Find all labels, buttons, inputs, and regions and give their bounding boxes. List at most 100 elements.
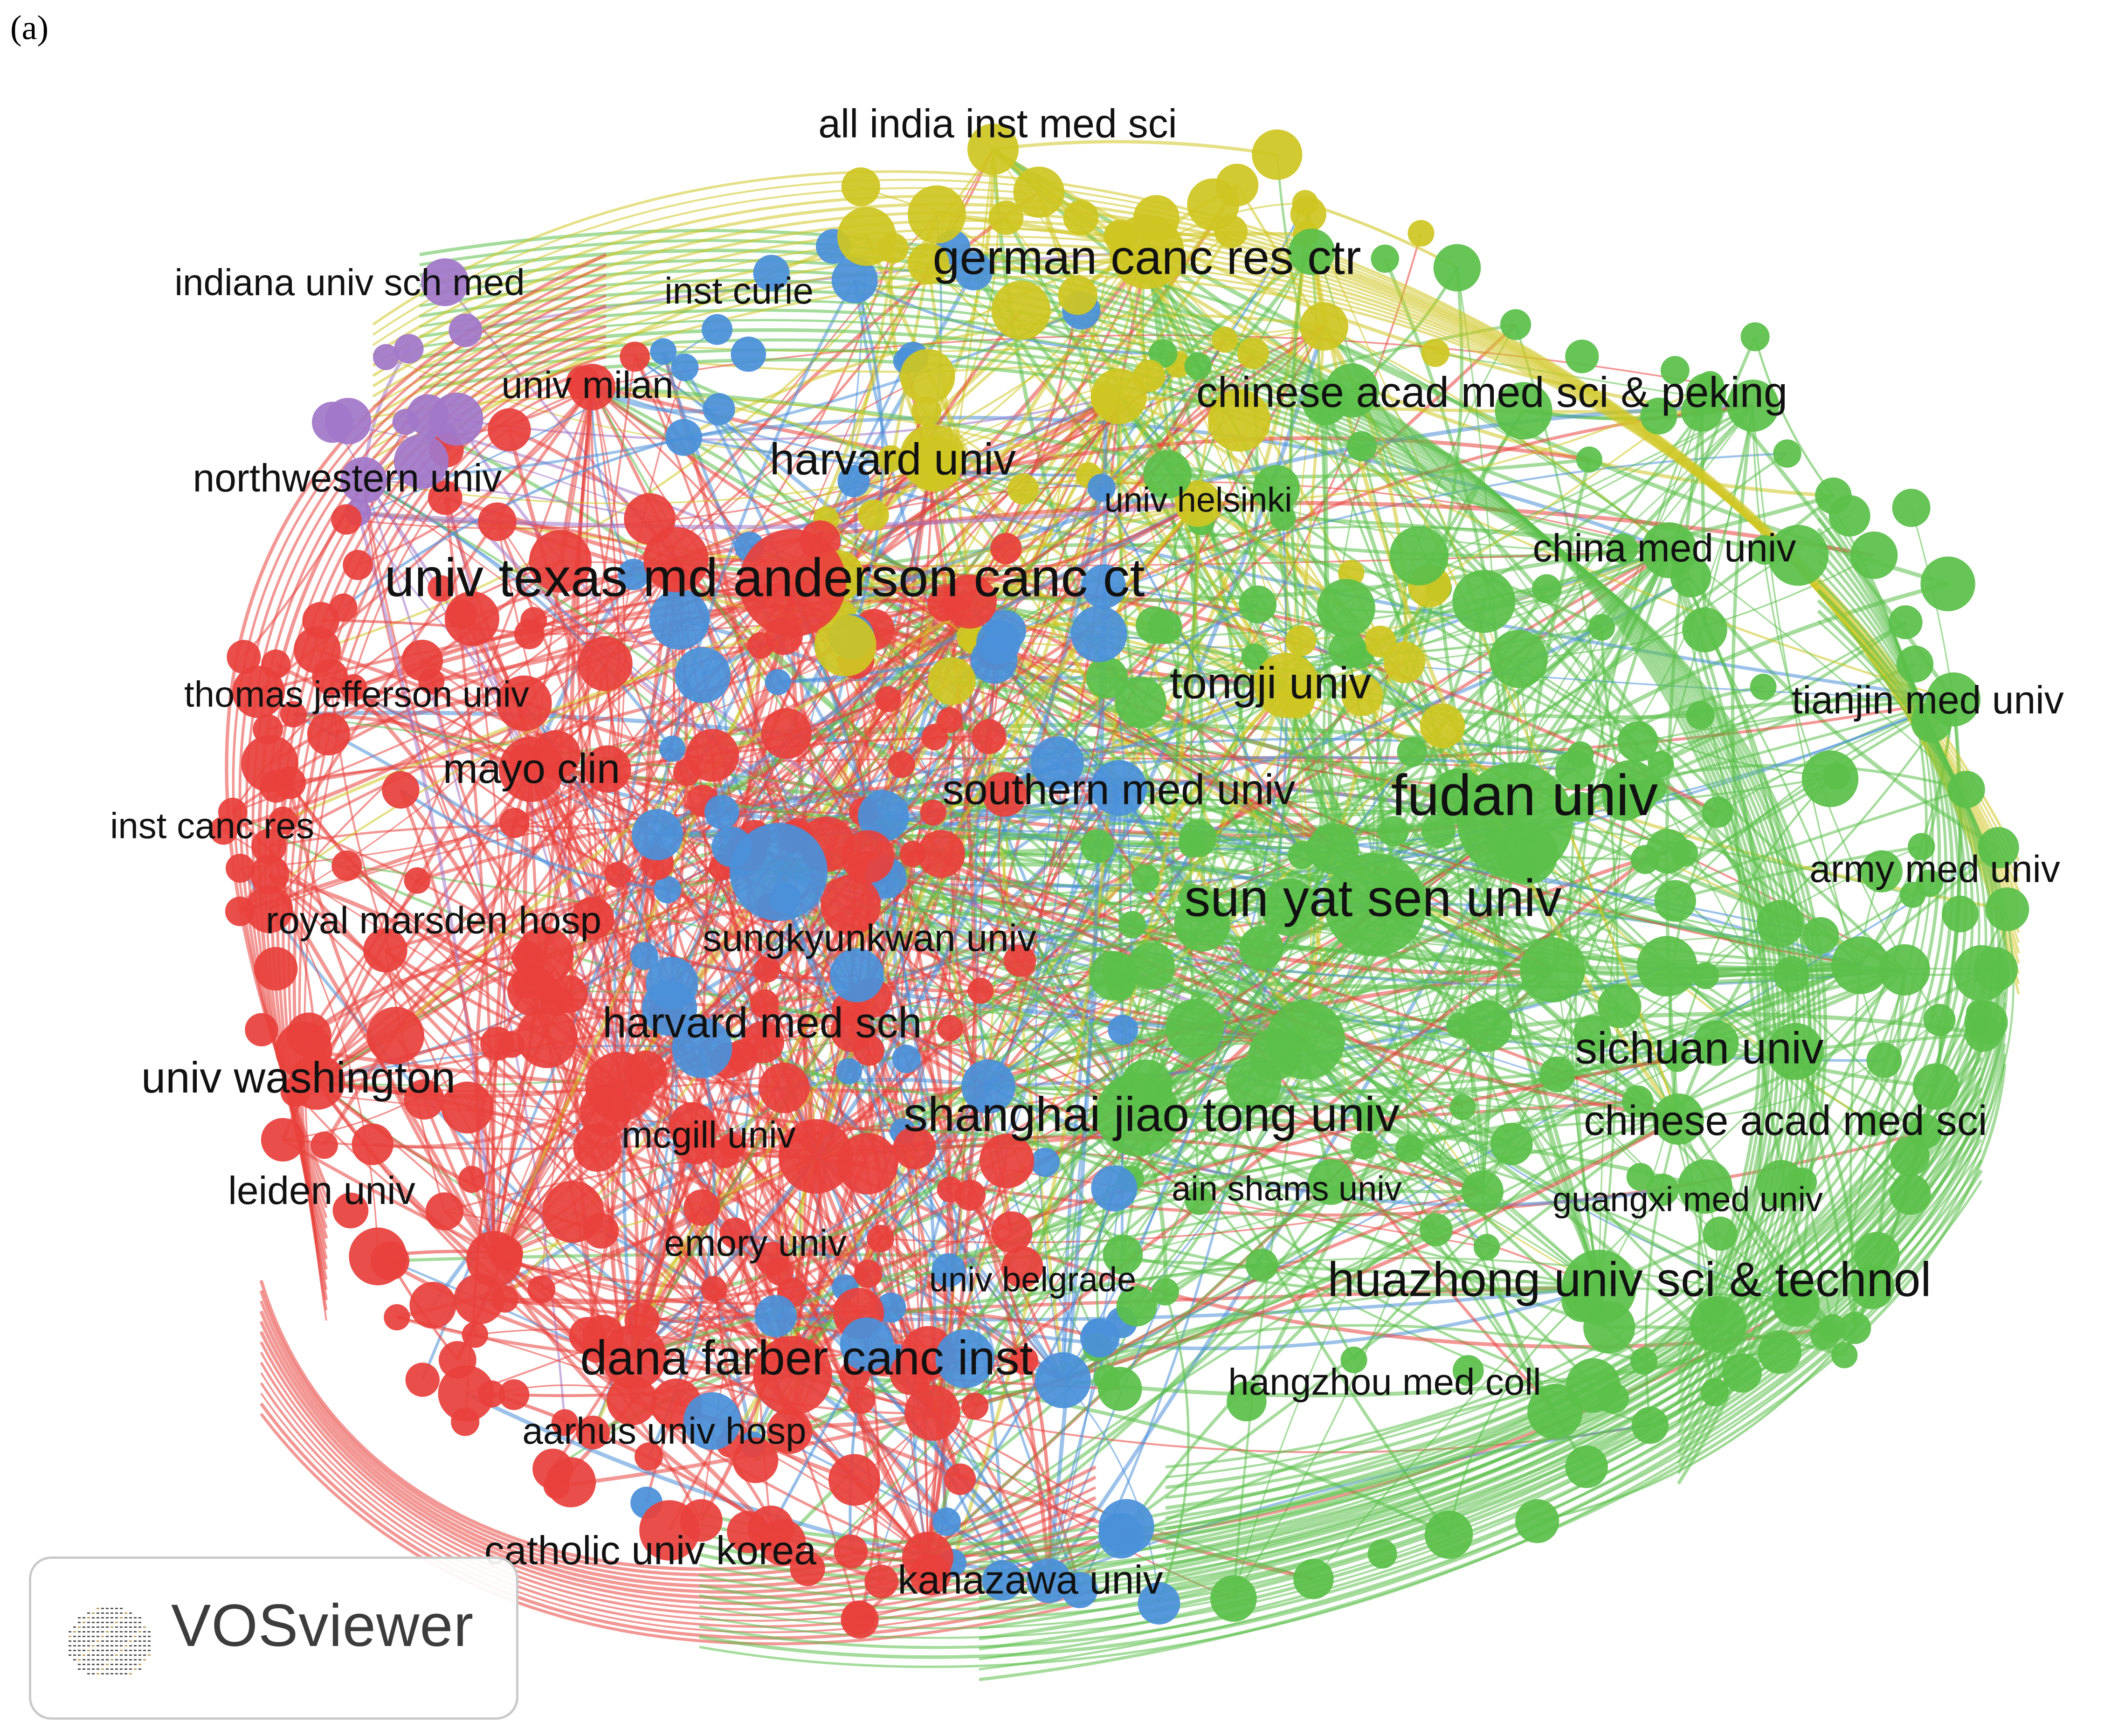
logo-dot [83,1617,85,1618]
logo-dot [87,1636,90,1637]
logo-dot [134,1664,137,1665]
network-node-green-213 [1750,673,1777,700]
network-node-green-289 [1453,1355,1484,1386]
network-edge-1328 [699,1067,1982,1563]
logo-dot [124,1617,127,1618]
logo-dot [92,1617,95,1618]
logo-dot [69,1645,71,1646]
logo-dot [101,1608,104,1609]
network-node-blue-405 [765,669,791,695]
network-edge-1186 [607,768,768,970]
logo-dot [120,1645,123,1646]
logo-dot [134,1640,137,1642]
logo-dot [78,1631,81,1632]
network-edge-425 [386,356,933,459]
network-edge-718 [656,834,860,1314]
network-node-red-75 [841,830,895,883]
network-node-red-514 [245,885,293,933]
logo-dot [110,1668,113,1670]
logo-dot [92,1650,95,1651]
network-node-green-548 [1978,827,2019,869]
network-edge-1013 [393,1034,497,1259]
node-label-univ-washington: univ washington [141,1053,455,1102]
network-node-green-308 [1648,751,1674,777]
network-edge-1161 [1700,411,1707,630]
network-node-green-222 [1964,1001,2008,1044]
network-node-green-234 [1261,878,1318,936]
logo-dot [148,1631,151,1632]
logo-dot [106,1617,109,1618]
network-node-yellow-452 [877,445,904,472]
logo-dot [129,1664,132,1665]
network-node-green-354 [1916,869,1943,897]
network-edge-1047 [703,799,1334,851]
network-node-green-547 [1947,770,1985,809]
network-node-red-161 [961,1392,989,1420]
logo-dot [78,1659,81,1660]
network-node-red-523 [488,408,531,451]
network-node-red-78 [841,1601,879,1639]
network-node-red-183 [462,1321,489,1348]
logo-dot [106,1626,109,1628]
logo-dot [97,1636,99,1637]
network-node-blue-374 [1098,1499,1154,1555]
network-node-green-545 [1896,645,1934,683]
network-node-green-3 [1324,853,1427,956]
logo-dot [78,1664,81,1665]
network-node-yellow-13 [967,124,1019,175]
logo-dot [73,1636,76,1637]
network-node-yellow-531 [1063,200,1099,235]
network-edge-1078 [1100,487,1303,856]
network-node-red-28 [643,527,709,592]
network-node-yellow-427 [1290,196,1326,232]
logo-dot [101,1626,104,1628]
network-node-green-490 [1565,1445,1608,1488]
network-node-yellow-440 [1187,178,1240,231]
logo-dot [73,1659,76,1660]
network-edge-1294 [260,1382,1096,1628]
network-edge-1225 [1537,1327,1856,1522]
node-label-tianjin-med-univ: tianjin med univ [1792,678,2064,722]
network-node-green-15 [1641,522,1697,578]
logo-dot [101,1650,104,1651]
network-node-green-345 [1773,956,1810,993]
logo-dot [106,1640,109,1642]
network-node-red-132 [517,1007,578,1068]
network-node-red-205 [686,729,739,782]
network-node-red-59 [967,977,994,1004]
network-node-red-50 [944,1463,976,1495]
network-node-green-537 [1500,309,1532,340]
logo-dot [73,1626,76,1628]
network-node-green-479 [1985,887,2029,931]
node-label-univ-texas-md-anderson-canc-ct: univ texas md anderson canc ct [384,547,1145,608]
logo-dot [115,1608,118,1609]
network-node-green-41 [1308,823,1359,874]
network-node-green-349 [1802,917,1839,954]
network-node-green-216 [1527,1383,1583,1439]
network-edge-1103 [1448,1300,1583,1535]
network-node-green-221 [1686,701,1715,730]
network-node-red-142 [937,1015,963,1041]
logo-dot [87,1631,90,1632]
network-edge-1041 [348,395,1199,505]
logo-dot [129,1659,132,1660]
logo-dot [124,1626,127,1628]
logo-dot [138,1631,141,1632]
network-edge-958 [859,1579,1049,1621]
network-node-green-32 [1727,380,1779,432]
network-node-green-269 [1127,942,1175,990]
logo-dot [143,1659,146,1660]
network-node-green-265 [1942,895,1979,933]
network-node-yellow-462 [837,207,897,266]
network-edge-1062 [1333,847,1796,1053]
node-label-sun-yat-sen-univ: sun yat sen univ [1184,869,1561,927]
network-edge-1001 [294,1091,495,1260]
network-node-red-103 [710,1138,740,1169]
logo-dot [110,1664,113,1665]
logo-dot [124,1631,127,1632]
logo-dot [124,1673,127,1674]
network-node-green-6 [1096,1072,1180,1156]
network-edge-20 [328,581,793,736]
network-edge-1032 [282,502,1199,822]
network-node-red-509 [332,1192,369,1229]
